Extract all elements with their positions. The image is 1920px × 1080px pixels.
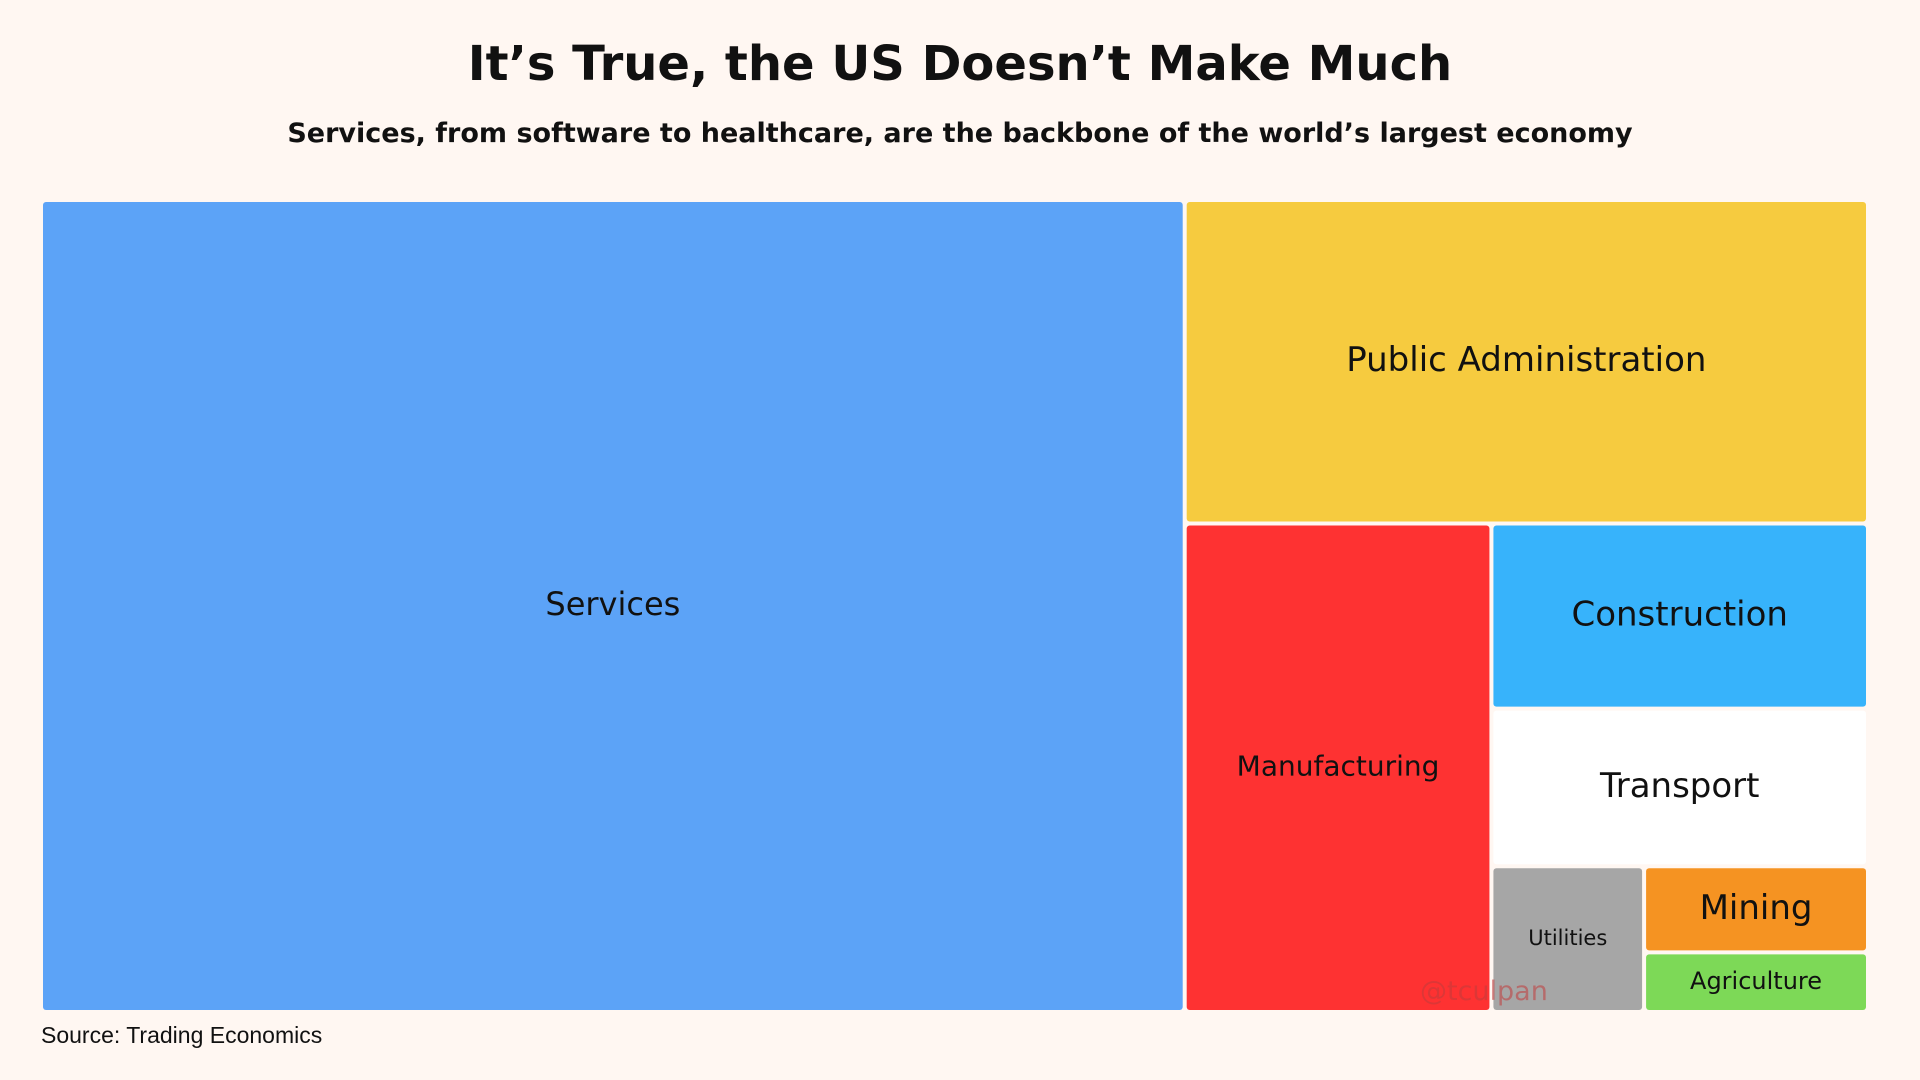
treemap-tile-agriculture [1646, 954, 1866, 1010]
treemap-label-transport: Transport [1599, 766, 1760, 806]
treemap-label-agriculture: Agriculture [1690, 967, 1822, 995]
treemap-tile-utilities [1493, 868, 1643, 1010]
treemap-tile-manufacturing [1186, 525, 1490, 1010]
watermark: @tculpan [1420, 976, 1548, 1007]
chart-subtitle: Services, from software to healthcare, a… [287, 118, 1633, 149]
treemap-tile-mining [1646, 868, 1866, 951]
chart-title: It’s True, the US Doesn’t Make Much [467, 36, 1453, 92]
treemap-tile-construction [1493, 525, 1866, 707]
treemap-label-construction: Construction [1571, 595, 1787, 635]
treemap-label-utilities: Utilities [1528, 926, 1607, 950]
treemap-tile-services [43, 202, 1183, 1010]
source-note: Source: Trading Economics [41, 1022, 323, 1048]
treemap-label-services: Services [545, 585, 680, 623]
treemap-tile-public-administration [1186, 202, 1866, 522]
treemap-label-public-administration: Public Administration [1346, 340, 1706, 380]
treemap-label-mining: Mining [1700, 888, 1813, 928]
treemap-label-manufacturing: Manufacturing [1237, 750, 1440, 783]
treemap-tile-transport [1493, 710, 1866, 865]
